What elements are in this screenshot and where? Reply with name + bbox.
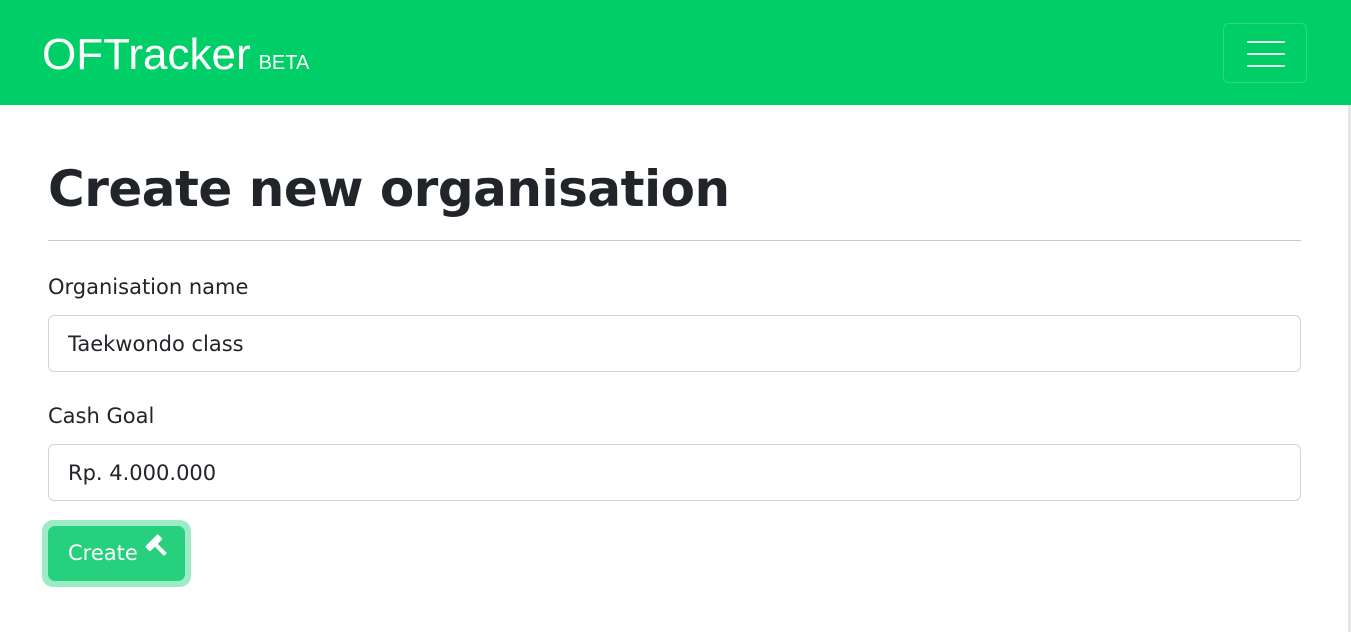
cash-goal-label: Cash Goal [48, 404, 155, 428]
organisation-name-label: Organisation name [48, 275, 249, 299]
create-button-focus-ring: Create [42, 520, 191, 587]
brand-name: OFTracker [42, 30, 251, 79]
create-button[interactable]: Create [48, 526, 185, 581]
menu-toggle-button[interactable] [1223, 23, 1307, 83]
page-title: Create new organisation [48, 160, 730, 218]
cash-goal-input[interactable] [48, 444, 1301, 501]
create-button-label: Create [68, 541, 138, 565]
title-divider [48, 240, 1301, 241]
page-scrollbar[interactable] [1348, 105, 1351, 632]
hamburger-menu-icon [1247, 41, 1285, 67]
brand-logo[interactable]: OFTracker BETA [42, 32, 309, 86]
beta-badge: BETA [258, 52, 310, 74]
navbar: OFTracker BETA [0, 0, 1351, 105]
organisation-name-input[interactable] [48, 315, 1301, 372]
hammer-icon [144, 524, 170, 579]
